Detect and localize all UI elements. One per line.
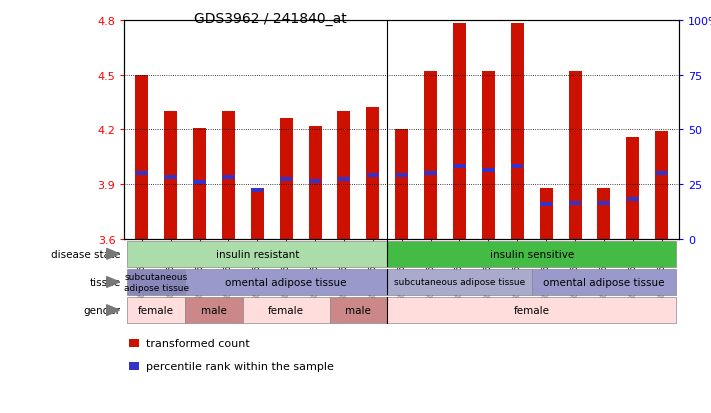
Bar — [598, 201, 610, 205]
Bar — [424, 172, 437, 176]
Bar — [127, 269, 185, 295]
Bar — [482, 168, 495, 172]
Bar — [309, 179, 321, 183]
Bar — [656, 172, 668, 176]
Bar — [279, 119, 293, 240]
Bar — [164, 112, 177, 240]
Text: transformed count: transformed count — [146, 338, 250, 348]
Bar — [193, 128, 206, 240]
Text: female: female — [138, 305, 174, 316]
Text: GDS3962 / 241840_at: GDS3962 / 241840_at — [194, 12, 346, 26]
Polygon shape — [107, 277, 119, 287]
Bar — [453, 24, 466, 240]
Bar — [222, 112, 235, 240]
Bar — [395, 174, 408, 178]
Text: percentile rank within the sample: percentile rank within the sample — [146, 361, 333, 371]
Text: female: female — [268, 305, 304, 316]
Polygon shape — [107, 249, 119, 260]
Bar — [387, 297, 676, 323]
Bar — [129, 362, 139, 370]
Bar — [185, 269, 387, 295]
Text: insulin sensitive: insulin sensitive — [490, 249, 574, 259]
Bar — [655, 132, 668, 240]
Bar — [193, 181, 205, 185]
Text: tissue: tissue — [90, 277, 121, 287]
Text: male: male — [346, 305, 371, 316]
Text: female: female — [513, 305, 550, 316]
Bar — [454, 164, 466, 169]
Text: omental adipose tissue: omental adipose tissue — [225, 277, 347, 287]
Bar — [338, 112, 351, 240]
Bar — [367, 174, 379, 178]
Text: male: male — [201, 305, 227, 316]
Bar — [164, 176, 177, 180]
Bar — [569, 201, 581, 205]
Bar — [136, 172, 148, 176]
Bar — [626, 138, 639, 240]
Text: omental adipose tissue: omental adipose tissue — [543, 277, 665, 287]
Bar — [511, 164, 523, 169]
Bar — [387, 241, 676, 267]
Bar — [251, 188, 264, 240]
Bar — [395, 130, 408, 240]
Bar — [597, 188, 611, 240]
Bar — [338, 177, 350, 181]
Text: subcutaneous
adipose tissue: subcutaneous adipose tissue — [124, 273, 188, 292]
Bar — [626, 197, 639, 202]
Bar — [135, 75, 149, 240]
Polygon shape — [107, 305, 119, 316]
Bar — [127, 297, 185, 323]
Bar — [243, 297, 329, 323]
Bar — [424, 72, 437, 240]
Bar — [540, 203, 552, 207]
Bar — [366, 108, 380, 240]
Text: disease state: disease state — [51, 249, 121, 259]
Bar — [280, 177, 292, 181]
Bar — [540, 188, 552, 240]
Bar — [309, 126, 321, 240]
Bar — [185, 297, 243, 323]
Bar — [387, 269, 532, 295]
Bar — [329, 297, 387, 323]
Bar — [129, 339, 139, 347]
Text: subcutaneous adipose tissue: subcutaneous adipose tissue — [394, 278, 525, 287]
Bar — [251, 188, 264, 192]
Bar — [569, 72, 582, 240]
Bar — [127, 241, 387, 267]
Text: insulin resistant: insulin resistant — [215, 249, 299, 259]
Bar — [510, 24, 524, 240]
Bar — [532, 269, 676, 295]
Bar — [482, 72, 495, 240]
Text: gender: gender — [84, 305, 121, 316]
Bar — [223, 176, 235, 180]
